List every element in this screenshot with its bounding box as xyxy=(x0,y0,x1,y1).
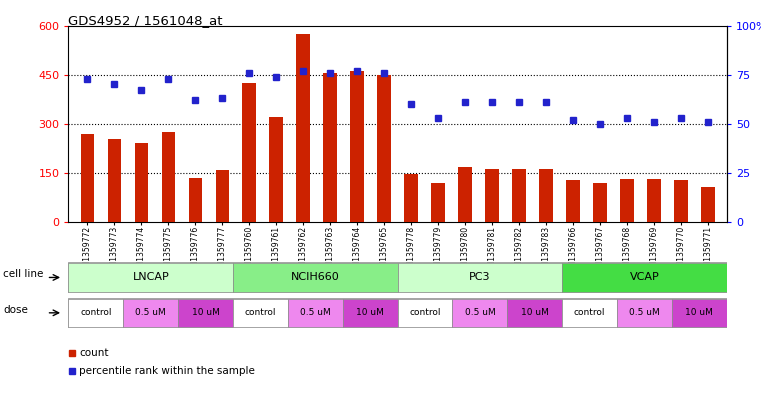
Bar xyxy=(701,187,715,222)
Text: 10 uM: 10 uM xyxy=(356,309,384,317)
Text: 0.5 uM: 0.5 uM xyxy=(629,309,660,317)
Text: control: control xyxy=(409,309,441,317)
Bar xyxy=(404,174,418,222)
Bar xyxy=(189,178,202,222)
Text: 10 uM: 10 uM xyxy=(521,309,549,317)
Bar xyxy=(566,180,580,222)
Bar xyxy=(215,170,229,222)
Text: LNCAP: LNCAP xyxy=(132,272,169,283)
Bar xyxy=(123,299,178,327)
Bar xyxy=(562,299,617,327)
Bar xyxy=(672,299,727,327)
Text: 0.5 uM: 0.5 uM xyxy=(464,309,495,317)
Bar xyxy=(674,180,688,222)
Text: control: control xyxy=(574,309,605,317)
Bar xyxy=(617,299,672,327)
Text: 10 uM: 10 uM xyxy=(686,309,713,317)
Bar xyxy=(508,299,562,327)
Bar xyxy=(397,263,562,292)
Bar xyxy=(594,184,607,222)
Text: 0.5 uM: 0.5 uM xyxy=(135,309,166,317)
Bar xyxy=(323,73,337,222)
Bar xyxy=(81,134,94,222)
Text: control: control xyxy=(80,309,112,317)
Bar xyxy=(297,34,310,222)
Bar xyxy=(178,299,233,327)
Bar xyxy=(243,83,256,222)
Bar xyxy=(233,299,288,327)
Text: 0.5 uM: 0.5 uM xyxy=(300,309,331,317)
Text: cell line: cell line xyxy=(4,269,44,279)
Text: NCIH660: NCIH660 xyxy=(291,272,339,283)
Bar xyxy=(350,72,364,222)
Text: GDS4952 / 1561048_at: GDS4952 / 1561048_at xyxy=(68,14,223,27)
Bar xyxy=(377,75,391,222)
Text: PC3: PC3 xyxy=(469,272,491,283)
Text: count: count xyxy=(79,348,109,358)
Bar xyxy=(135,143,148,222)
Bar xyxy=(397,299,453,327)
Bar xyxy=(512,169,526,222)
Text: percentile rank within the sample: percentile rank within the sample xyxy=(79,366,255,376)
Bar xyxy=(540,169,552,222)
Bar xyxy=(107,138,121,222)
Text: VCAP: VCAP xyxy=(629,272,659,283)
Bar xyxy=(68,263,233,292)
Bar xyxy=(288,299,342,327)
Text: 10 uM: 10 uM xyxy=(192,309,220,317)
Bar xyxy=(620,179,634,222)
Bar xyxy=(562,263,727,292)
Bar xyxy=(453,299,508,327)
Bar xyxy=(486,169,498,222)
Bar xyxy=(233,263,397,292)
Bar xyxy=(342,299,397,327)
Bar xyxy=(269,117,283,222)
Text: dose: dose xyxy=(4,305,28,315)
Bar xyxy=(68,299,123,327)
Bar xyxy=(161,132,175,222)
Bar xyxy=(647,179,661,222)
Bar xyxy=(458,167,472,222)
Text: control: control xyxy=(245,309,276,317)
Bar xyxy=(431,184,445,222)
